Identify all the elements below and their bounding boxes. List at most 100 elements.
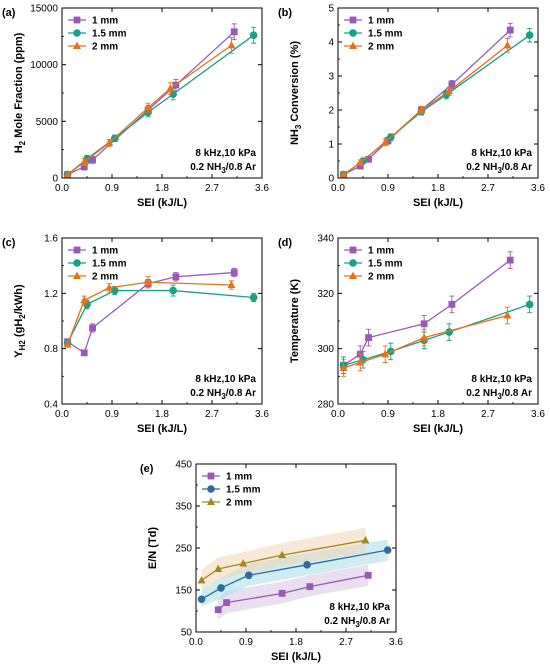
x-tick-label: 0.0 <box>331 183 345 194</box>
y-tick-label: 320 <box>317 289 334 300</box>
data-point <box>144 103 153 111</box>
legend-marker <box>73 41 81 49</box>
y-tick-label: 5 <box>328 4 334 15</box>
series-line-2 <box>66 289 254 344</box>
legend-marker <box>349 246 357 254</box>
legend-marker <box>73 259 81 267</box>
series-line-3 <box>66 281 232 345</box>
chart-panel-4: 0.0 0.9 1.8 2.7 3.6 280 300 320 340 SEI (kJ/L) Tem… <box>278 234 545 436</box>
legend-marker <box>349 271 357 279</box>
data-point <box>448 301 456 308</box>
y-tick-label: 0.8 <box>44 344 58 355</box>
x-tick-label: 3.6 <box>255 183 269 194</box>
data-point <box>448 81 456 88</box>
data-point <box>525 31 534 39</box>
legend-label: 1.5 mm <box>92 29 127 40</box>
y-axis-label: E/N (Td) <box>147 527 159 569</box>
y-tick-label: 1 <box>328 140 334 151</box>
y-axis-label: H2 Mole Fraction (ppm) <box>13 32 27 153</box>
condition-annotation-line1: 8 kHz,10 kPa <box>195 148 256 159</box>
data-point <box>356 358 365 366</box>
data-point <box>364 571 372 579</box>
x-tick-label: 1.8 <box>431 409 445 420</box>
x-tick-label: 0.9 <box>105 409 119 420</box>
x-tick-label: 1.8 <box>289 637 303 648</box>
y-tick-label: 340 <box>317 234 334 245</box>
data-point <box>365 155 372 163</box>
data-point <box>420 333 429 341</box>
chart-panel-5: 0.0 0.9 1.8 2.7 3.6 50 150 250 350 450 SEI (kJ/L) E… <box>140 460 403 664</box>
x-tick-label: 0.9 <box>105 183 119 194</box>
data-point <box>169 90 177 98</box>
x-tick-label: 1.8 <box>155 183 169 194</box>
y-axis-label: Temperature (K) <box>289 279 301 363</box>
x-tick-label: 2.7 <box>339 637 353 648</box>
legend-label: 2 mm <box>368 272 394 283</box>
condition-annotation-line2: 0.2 NH3/0.8 Ar <box>190 388 256 401</box>
data-point <box>230 269 238 276</box>
y-tick-label: 1.2 <box>44 289 58 300</box>
condition-annotation-line2: 0.2 NH3/0.8 Ar <box>190 162 256 175</box>
y-tick-label: 2 <box>328 106 334 117</box>
data-point <box>306 583 314 591</box>
data-point <box>417 105 426 113</box>
data-point <box>503 311 512 319</box>
legend-label: 1 mm <box>368 246 394 257</box>
y-tick-label: 50 <box>181 628 193 639</box>
x-tick-label: 2.7 <box>205 183 219 194</box>
x-tick-label: 1.8 <box>431 183 445 194</box>
x-axis-label: SEI (kJ/L) <box>413 197 463 209</box>
data-point <box>214 564 223 572</box>
legend-label: 1 mm <box>92 246 118 257</box>
y-tick-label: 5000 <box>36 117 59 128</box>
y-axis-label: YH2 (gH2/kWh) <box>13 284 27 358</box>
x-tick-label: 3.6 <box>255 409 269 420</box>
data-point <box>217 584 225 592</box>
x-tick-label: 0.0 <box>189 637 203 648</box>
data-point <box>303 561 311 569</box>
y-tick-label: 3 <box>328 72 334 83</box>
chart-panel-1: 0.0 0.9 1.8 2.7 3.6 0 5000 10000 15000 SEI (kJ/L)… <box>2 4 269 210</box>
legend-label: 2 mm <box>92 272 118 283</box>
condition-annotation-line1: 8 kHz,10 kPa <box>471 374 532 385</box>
data-point <box>105 283 114 291</box>
data-point <box>89 324 96 332</box>
legend-label: 1.5 mm <box>368 29 403 40</box>
data-point <box>223 599 230 606</box>
y-tick-label: 0.4 <box>44 400 58 411</box>
x-tick-label: 2.7 <box>205 409 219 420</box>
data-point <box>80 349 88 357</box>
data-point <box>169 286 177 295</box>
data-point <box>249 293 258 302</box>
data-point <box>383 546 392 554</box>
x-axis-label: SEI (kJ/L) <box>137 197 187 209</box>
data-point <box>361 536 370 544</box>
data-point <box>365 334 372 341</box>
x-axis-label: SEI (kJ/L) <box>413 423 463 435</box>
condition-annotation-line1: 8 kHz,10 kPa <box>329 602 390 613</box>
x-axis-label: SEI (kJ/L) <box>137 423 187 435</box>
panel-label: (b) <box>278 7 292 19</box>
data-point <box>80 295 89 304</box>
x-tick-label: 3.6 <box>531 183 545 194</box>
legend-marker <box>349 259 357 267</box>
data-point <box>381 349 390 358</box>
x-tick-label: 2.7 <box>481 409 495 420</box>
data-point <box>249 31 258 39</box>
data-point <box>420 320 428 328</box>
data-point <box>244 571 253 580</box>
data-point <box>197 595 206 604</box>
data-point <box>506 256 514 264</box>
data-point <box>278 550 287 559</box>
condition-annotation-line2: 0.2 NH3/0.8 Ar <box>466 388 532 401</box>
x-tick-label: 0.0 <box>55 183 69 194</box>
data-point <box>197 575 206 584</box>
data-point <box>356 158 365 166</box>
data-point <box>89 156 96 164</box>
y-tick-label: 150 <box>175 586 192 597</box>
data-point <box>63 340 72 348</box>
data-point <box>144 277 153 286</box>
y-tick-label: 450 <box>175 460 192 471</box>
confidence-band-2 <box>201 539 388 607</box>
